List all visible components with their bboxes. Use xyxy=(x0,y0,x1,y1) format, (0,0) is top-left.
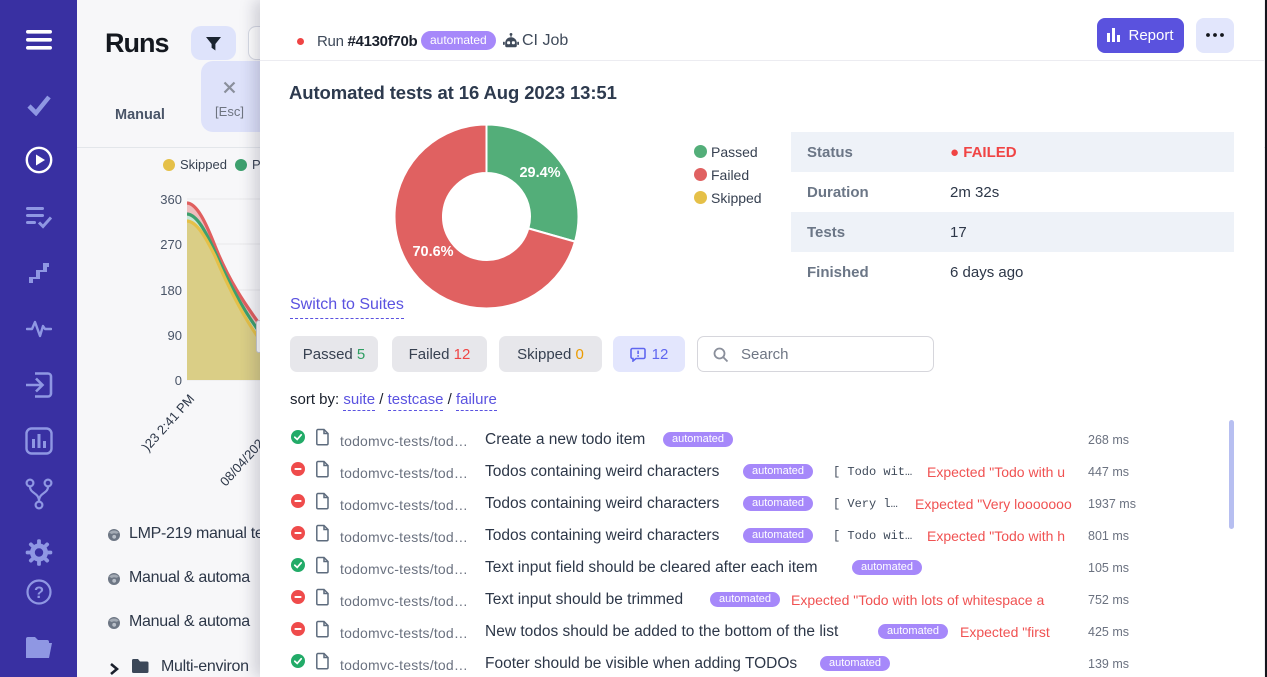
svg-text:29.4%: 29.4% xyxy=(519,165,560,181)
svg-text:?: ? xyxy=(33,584,43,602)
svg-text:70.6%: 70.6% xyxy=(412,244,453,260)
